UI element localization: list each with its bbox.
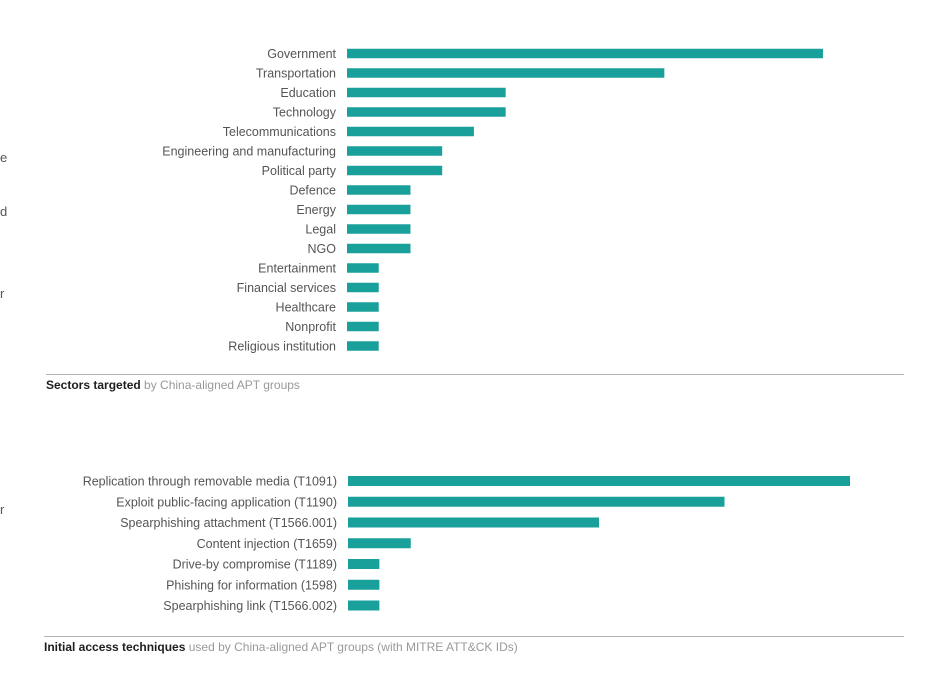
category-label: Telecommunications bbox=[223, 125, 336, 139]
category-label: Religious institution bbox=[228, 340, 336, 354]
category-label: Political party bbox=[262, 164, 337, 178]
bar bbox=[347, 87, 506, 98]
bar bbox=[347, 243, 411, 254]
bar bbox=[347, 146, 443, 156]
techniques-chart: Replication through removable media (T10… bbox=[44, 475, 904, 637]
bar bbox=[347, 48, 823, 59]
category-label: Financial services bbox=[237, 281, 336, 295]
bar bbox=[348, 517, 599, 528]
bar bbox=[348, 538, 411, 549]
category-label: Exploit public-facing application (T1190… bbox=[116, 495, 337, 509]
category-label: Entertainment bbox=[258, 262, 336, 276]
edge-fragment: r bbox=[0, 286, 5, 301]
category-label: Phishing for information (1598) bbox=[166, 578, 337, 592]
bar bbox=[348, 559, 380, 569]
edge-fragment: e bbox=[0, 150, 8, 165]
bar bbox=[347, 185, 411, 195]
bar bbox=[348, 600, 380, 611]
caption-bold: Initial access techniques bbox=[44, 640, 186, 654]
edge-fragment: d bbox=[0, 204, 8, 219]
bar bbox=[347, 341, 379, 351]
bar bbox=[347, 204, 411, 215]
caption-rest: used by China-aligned APT groups (with M… bbox=[185, 640, 518, 654]
category-label: Drive-by compromise (T1189) bbox=[173, 558, 337, 572]
category-label: Spearphishing link (T1566.002) bbox=[163, 599, 337, 613]
category-label: Government bbox=[267, 47, 336, 61]
chart-caption-techniques: Initial access techniques used by China-… bbox=[44, 640, 518, 654]
edge-fragment: r bbox=[0, 502, 5, 517]
category-label: Defence bbox=[289, 184, 336, 198]
category-label: Nonprofit bbox=[285, 320, 336, 334]
bar bbox=[347, 126, 474, 137]
category-label: Content injection (T1659) bbox=[197, 537, 337, 551]
bar bbox=[347, 165, 443, 176]
sectors-chart: Government Transportation Education Technol… bbox=[46, 47, 904, 375]
bar bbox=[347, 68, 665, 78]
bar bbox=[347, 282, 379, 293]
category-label: Healthcare bbox=[276, 301, 336, 315]
bar bbox=[347, 263, 379, 273]
category-label: Technology bbox=[273, 106, 337, 120]
bar bbox=[348, 476, 850, 486]
bar bbox=[347, 321, 379, 332]
category-label: Transportation bbox=[256, 67, 336, 81]
category-label: NGO bbox=[308, 242, 337, 256]
chart-caption-sectors: Sectors targeted by China-aligned APT gr… bbox=[46, 378, 300, 392]
category-label: Spearphishing attachment (T1566.001) bbox=[120, 516, 337, 530]
category-label: Education bbox=[280, 86, 336, 100]
bar bbox=[348, 496, 725, 507]
bar bbox=[348, 579, 380, 590]
category-label: Legal bbox=[305, 223, 336, 237]
category-label: Engineering and manufacturing bbox=[162, 145, 336, 159]
category-label: Energy bbox=[296, 203, 336, 217]
category-label: Replication through removable media (T10… bbox=[83, 475, 337, 489]
bar bbox=[347, 107, 506, 117]
caption-rest: by China-aligned APT groups bbox=[140, 378, 300, 392]
bar bbox=[347, 302, 379, 312]
bar bbox=[347, 224, 411, 234]
caption-bold: Sectors targeted bbox=[46, 378, 141, 392]
